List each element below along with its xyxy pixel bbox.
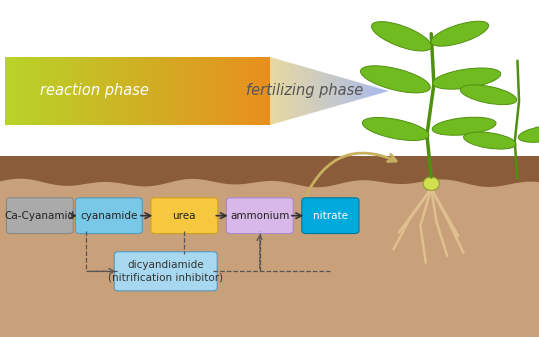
Ellipse shape — [431, 21, 488, 46]
Text: ammonium: ammonium — [230, 211, 289, 221]
Ellipse shape — [464, 132, 516, 149]
Ellipse shape — [519, 125, 539, 142]
Text: urea: urea — [172, 211, 196, 221]
Ellipse shape — [423, 177, 439, 190]
Text: fertilizing phase: fertilizing phase — [246, 84, 363, 98]
FancyBboxPatch shape — [151, 198, 218, 234]
Ellipse shape — [361, 66, 430, 93]
Ellipse shape — [432, 117, 496, 135]
FancyBboxPatch shape — [75, 198, 142, 234]
Text: dicyandiamide
(nitrification inhibitor): dicyandiamide (nitrification inhibitor) — [108, 260, 223, 282]
FancyBboxPatch shape — [302, 198, 359, 234]
FancyBboxPatch shape — [0, 160, 539, 194]
Ellipse shape — [460, 85, 517, 105]
Text: nitrate: nitrate — [313, 211, 348, 221]
FancyBboxPatch shape — [6, 198, 73, 234]
Text: reaction phase: reaction phase — [40, 84, 149, 98]
Text: Ca-Cyanamid: Ca-Cyanamid — [5, 211, 75, 221]
FancyBboxPatch shape — [0, 167, 539, 337]
FancyBboxPatch shape — [114, 252, 217, 291]
Ellipse shape — [362, 118, 429, 141]
Ellipse shape — [433, 68, 501, 89]
Ellipse shape — [371, 22, 431, 51]
FancyBboxPatch shape — [226, 198, 293, 234]
FancyArrowPatch shape — [306, 153, 396, 196]
Text: cyanamide: cyanamide — [80, 211, 137, 221]
